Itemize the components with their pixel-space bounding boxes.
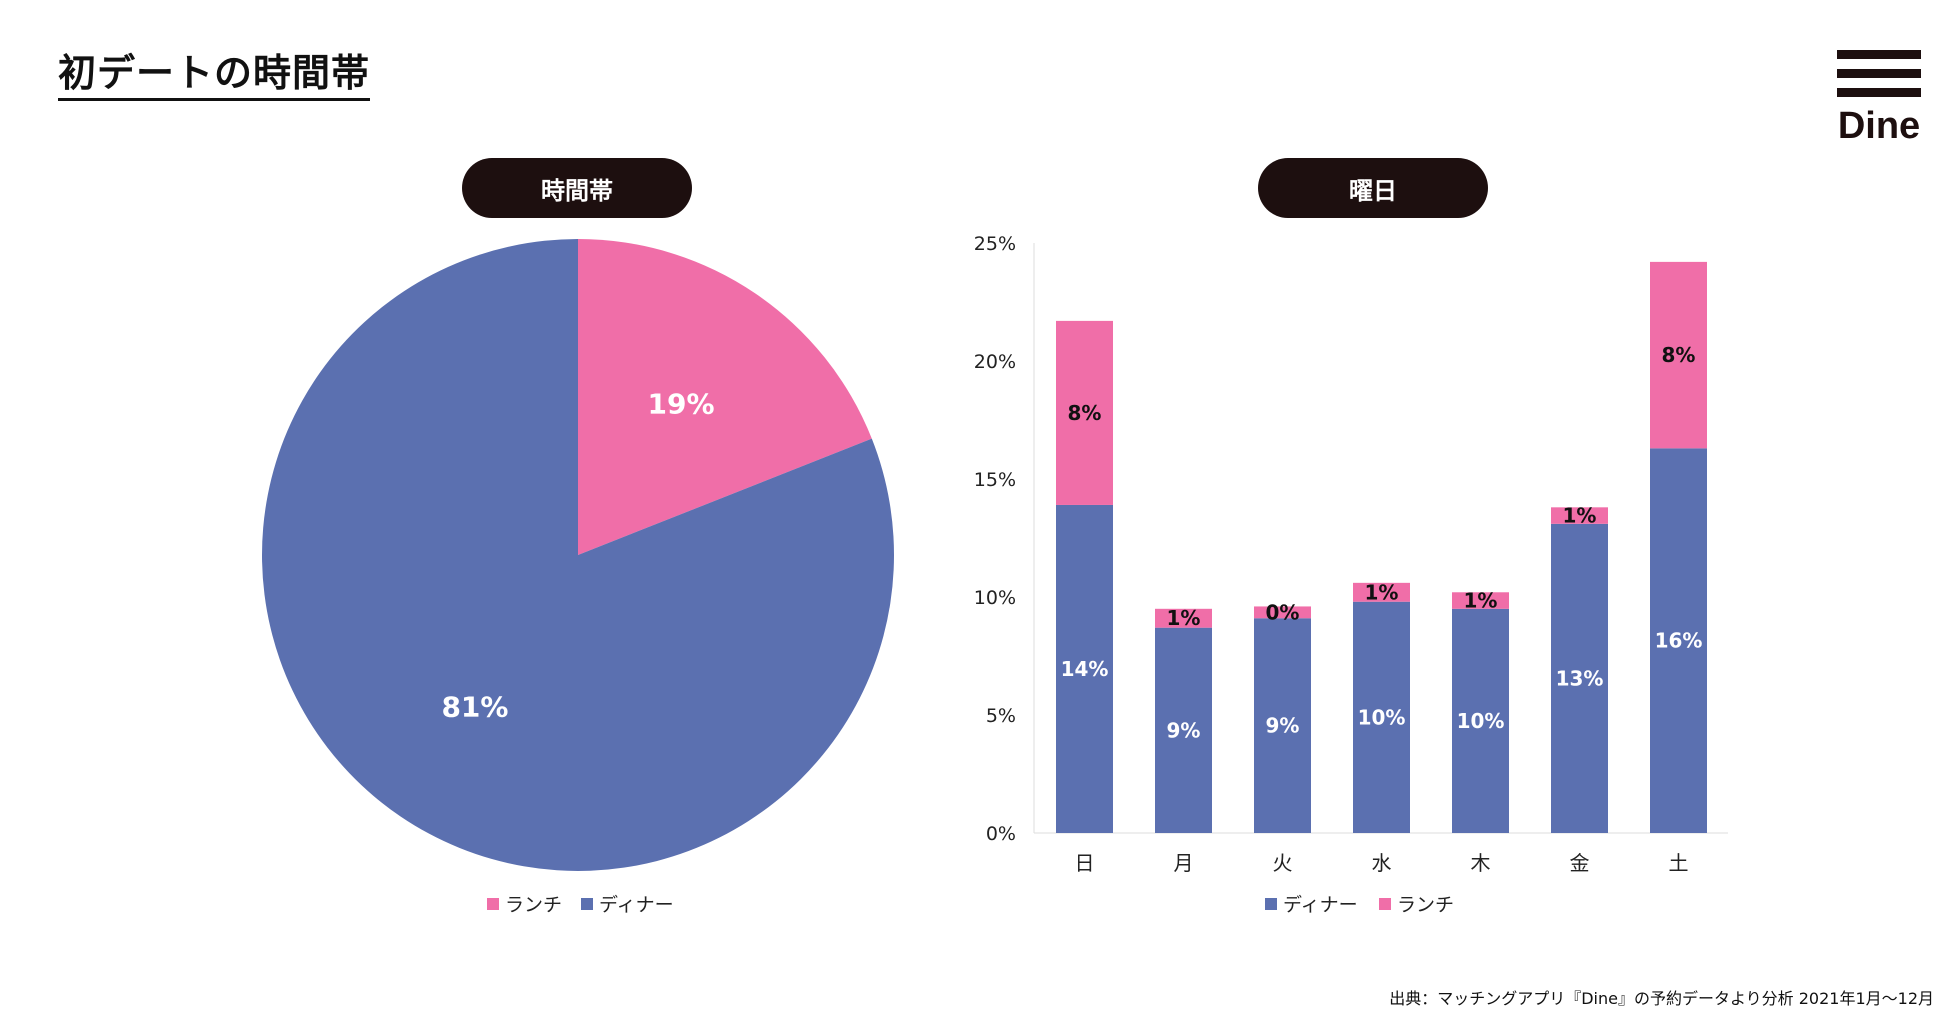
pie-legend-swatch-0 (487, 898, 499, 910)
bar-label-lunch-3: 1% (1365, 580, 1399, 604)
logo-bar-1 (1837, 50, 1921, 59)
bar-legend-label-0: ディナー (1283, 894, 1358, 916)
x-tick-label-0: 日 (1075, 851, 1095, 875)
x-tick-label-3: 水 (1372, 851, 1392, 875)
bar-label-dinner-4: 10% (1457, 709, 1505, 733)
pie-slice-label-0: 19% (648, 387, 715, 420)
pie-legend-label-0: ランチ (505, 894, 562, 916)
bar-legend-swatch-1 (1379, 898, 1391, 910)
bar-dinner-2 (1254, 618, 1311, 833)
x-tick-label-6: 土 (1669, 851, 1689, 875)
y-tick-label-4: 20% (974, 351, 1016, 373)
bar-label-lunch-1: 1% (1167, 606, 1201, 630)
bar-label-dinner-5: 13% (1556, 666, 1604, 690)
pie-slice-1 (262, 239, 895, 871)
bar-lunch-2 (1254, 606, 1311, 619)
bar-lunch-3 (1353, 582, 1410, 602)
bar-lunch-1 (1155, 608, 1212, 628)
x-tick-label-2: 火 (1273, 851, 1293, 875)
bar-lunch-0 (1056, 320, 1113, 505)
source-note: 出典：マッチングアプリ『Dine』の予約データより分析 2021年1月〜12月 (1389, 989, 1934, 1008)
bar-dinner-1 (1155, 627, 1212, 833)
logo-bar-2 (1837, 69, 1921, 78)
pie-legend-swatch-1 (581, 898, 593, 910)
pie-slice-label-1: 81% (441, 691, 508, 724)
x-tick-label-5: 金 (1570, 851, 1590, 875)
bar-chart-title: 曜日 (1258, 158, 1488, 218)
bar-label-lunch-0: 8% (1068, 401, 1102, 425)
pie-chart-title: 時間帯 (462, 158, 692, 218)
y-tick-label-1: 5% (986, 705, 1016, 727)
y-tick-label-3: 15% (974, 469, 1016, 491)
dine-logo: Dine (1834, 50, 1924, 148)
bar-label-dinner-2: 9% (1266, 714, 1300, 738)
bar-label-dinner-0: 14% (1061, 657, 1109, 681)
bar-lunch-6 (1650, 261, 1707, 449)
bar-label-lunch-2: 0% (1266, 600, 1300, 624)
bar-lunch-5 (1551, 507, 1608, 524)
bar-legend-swatch-0 (1265, 898, 1277, 910)
y-tick-label-0: 0% (986, 823, 1016, 845)
y-tick-label-2: 10% (974, 587, 1016, 609)
page-title: 初デートの時間帯 (58, 51, 371, 101)
logo-bar-3 (1837, 88, 1921, 97)
bar-label-lunch-5: 1% (1563, 504, 1597, 528)
x-tick-label-1: 月 (1174, 851, 1194, 875)
bar-label-lunch-6: 8% (1662, 343, 1696, 367)
y-tick-label-5: 25% (974, 233, 1016, 255)
x-tick-label-4: 木 (1471, 851, 1491, 875)
bar-label-dinner-6: 16% (1655, 629, 1703, 653)
bar-label-dinner-3: 10% (1358, 705, 1406, 729)
bar-lunch-4 (1452, 592, 1509, 609)
bar-dinner-6 (1650, 448, 1707, 833)
bar-label-lunch-4: 1% (1464, 589, 1498, 613)
pie-legend-label-1: ディナー (599, 894, 674, 916)
bar-dinner-5 (1551, 523, 1608, 833)
bar-legend-label-1: ランチ (1397, 894, 1454, 916)
bar-label-dinner-1: 9% (1167, 718, 1201, 742)
bar-dinner-3 (1353, 601, 1410, 833)
logo-text: Dine (1837, 105, 1921, 147)
bar-dinner-0 (1056, 504, 1113, 833)
bar-dinner-4 (1452, 608, 1509, 833)
pie-slice-0 (578, 239, 872, 555)
